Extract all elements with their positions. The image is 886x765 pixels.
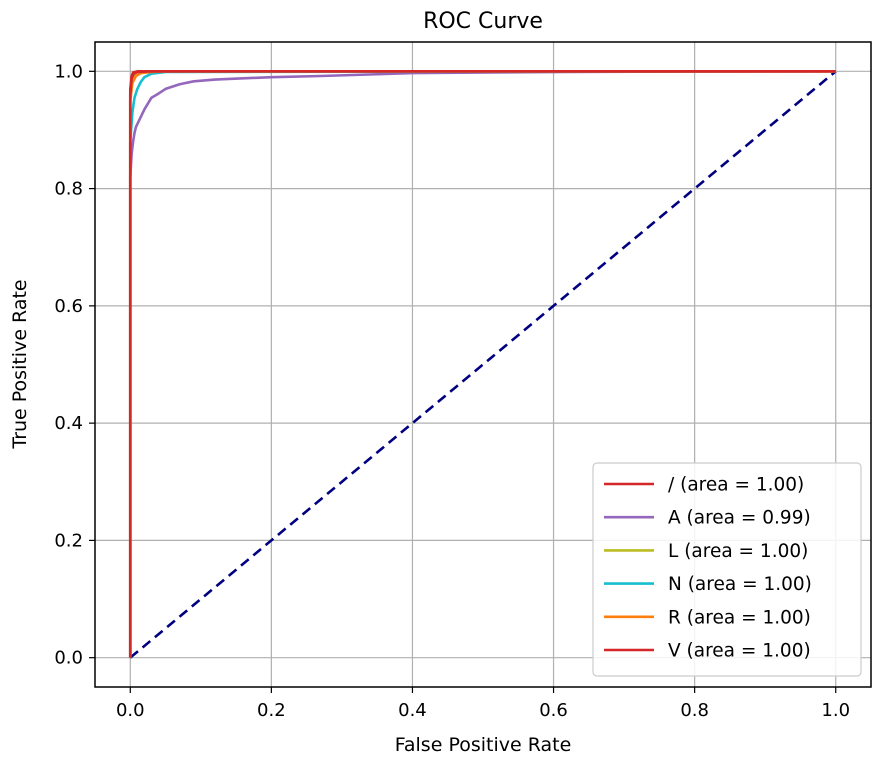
chart-title: ROC Curve	[423, 9, 543, 34]
y-tick-label: 0.4	[54, 413, 83, 434]
x-tick-label: 0.6	[539, 700, 568, 721]
series-lines	[128, 70, 836, 658]
x-axis-label: False Positive Rate	[395, 734, 572, 756]
x-tick-label: 0.4	[398, 700, 427, 721]
diagonal-line	[129, 70, 837, 659]
y-tick-label: 0.0	[54, 648, 83, 669]
y-tick-label: 0.8	[54, 179, 83, 200]
legend-label: V (area = 1.00)	[668, 641, 811, 662]
legend-label: R (area = 1.00)	[668, 607, 811, 628]
x-tick-label: 0.8	[680, 700, 709, 721]
axis-ticks: 0.0 0.2 0.4 0.6 0.8 1.0 0.0 0.2 0.4 0.6 0.8 1.0	[54, 61, 850, 721]
series-line-1	[128, 70, 836, 658]
series-line-5	[128, 70, 836, 658]
legend-box	[592, 462, 862, 677]
legend-label: N (area = 1.00)	[668, 574, 812, 595]
legend: / (area = 1.00) A (area = 0.99) L (area = …	[592, 462, 862, 677]
y-tick-label: 0.2	[54, 530, 83, 551]
x-tick-label: 0.0	[116, 700, 145, 721]
y-tick-label: 0.6	[54, 296, 83, 317]
legend-label: L (area = 1.00)	[668, 541, 808, 562]
x-tick-label: 1.0	[821, 700, 850, 721]
legend-label: / (area = 1.00)	[668, 475, 804, 496]
diagonal-reference	[129, 70, 837, 659]
y-tick-label: 1.0	[54, 61, 83, 82]
y-axis-label: True Positive Rate	[9, 279, 31, 449]
plot-frame	[94, 41, 872, 688]
legend-label: A (area = 0.99)	[668, 508, 811, 529]
x-tick-label: 0.2	[257, 700, 286, 721]
